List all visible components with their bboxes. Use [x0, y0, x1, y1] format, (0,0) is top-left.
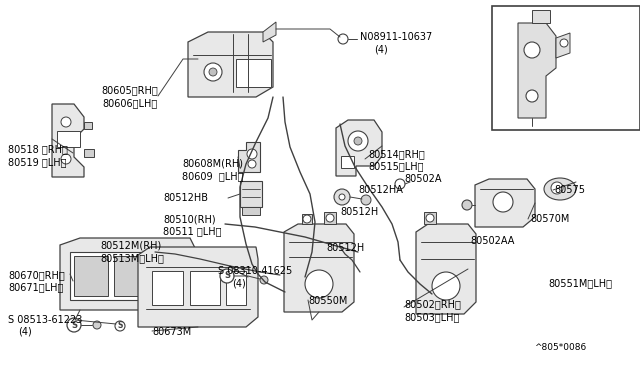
- Text: 80608M(RH): 80608M(RH): [182, 159, 243, 169]
- Text: (4): (4): [232, 278, 246, 288]
- Polygon shape: [416, 224, 476, 314]
- Text: 80513M〈LH〉: 80513M〈LH〉: [100, 253, 164, 263]
- Polygon shape: [475, 179, 535, 227]
- Circle shape: [462, 200, 472, 210]
- Text: 80605〈RH〉: 80605〈RH〉: [101, 85, 158, 95]
- Polygon shape: [188, 32, 273, 97]
- Circle shape: [334, 189, 350, 205]
- Circle shape: [339, 194, 345, 200]
- Text: ^805*0086: ^805*0086: [534, 343, 586, 353]
- Circle shape: [326, 214, 334, 222]
- Text: 80512HB: 80512HB: [163, 193, 208, 203]
- Text: 80609  〈LH〉: 80609 〈LH〉: [182, 171, 243, 181]
- Text: 80671〈LH〉: 80671〈LH〉: [8, 282, 63, 292]
- Text: 80512H: 80512H: [326, 243, 364, 253]
- Text: S: S: [71, 321, 77, 330]
- Text: 80673M: 80673M: [152, 327, 191, 337]
- Circle shape: [260, 276, 268, 284]
- Text: 80670〈RH〉: 80670〈RH〉: [8, 270, 65, 280]
- Text: S: S: [117, 321, 123, 330]
- Polygon shape: [242, 207, 260, 215]
- Ellipse shape: [544, 178, 576, 200]
- Text: 80515〈LH〉: 80515〈LH〉: [368, 161, 424, 171]
- Polygon shape: [532, 10, 550, 23]
- Text: 80512HA: 80512HA: [358, 185, 403, 195]
- Text: 80514〈RH〉: 80514〈RH〉: [368, 149, 425, 159]
- Circle shape: [248, 160, 256, 168]
- Circle shape: [303, 215, 311, 223]
- Circle shape: [209, 68, 217, 76]
- Polygon shape: [154, 256, 174, 296]
- Text: S 08513-61223: S 08513-61223: [8, 315, 83, 325]
- Circle shape: [560, 39, 568, 47]
- Polygon shape: [152, 271, 183, 305]
- Text: 80502A: 80502A: [404, 174, 442, 184]
- Text: 80510(RH): 80510(RH): [163, 214, 216, 224]
- Circle shape: [493, 192, 513, 212]
- Polygon shape: [263, 22, 276, 42]
- Text: (4): (4): [374, 45, 388, 55]
- Text: 80570M: 80570M: [530, 214, 570, 224]
- Polygon shape: [284, 224, 354, 312]
- Text: N08911-10637: N08911-10637: [360, 32, 432, 42]
- Polygon shape: [74, 256, 108, 296]
- Text: S 08310-41625: S 08310-41625: [218, 266, 292, 276]
- Text: 80519 〈LH〉: 80519 〈LH〉: [8, 157, 67, 167]
- Circle shape: [247, 149, 257, 159]
- Polygon shape: [424, 212, 436, 224]
- Circle shape: [426, 214, 434, 222]
- Text: 80512H: 80512H: [340, 207, 378, 217]
- Polygon shape: [324, 212, 336, 224]
- Polygon shape: [556, 33, 570, 58]
- Polygon shape: [518, 23, 556, 118]
- Polygon shape: [238, 142, 260, 172]
- Circle shape: [338, 34, 348, 44]
- Text: 80511 〈LH〉: 80511 〈LH〉: [163, 226, 221, 236]
- Circle shape: [348, 131, 368, 151]
- Circle shape: [551, 182, 563, 194]
- Text: 80575: 80575: [554, 185, 585, 195]
- Text: 80518 〈RH〉: 80518 〈RH〉: [8, 144, 68, 154]
- Text: 80502〈RH〉: 80502〈RH〉: [404, 299, 461, 309]
- Circle shape: [354, 137, 362, 145]
- Polygon shape: [57, 131, 80, 147]
- Text: 80502AA: 80502AA: [470, 236, 515, 246]
- Text: 80512M(RH): 80512M(RH): [100, 241, 161, 251]
- Polygon shape: [236, 59, 271, 87]
- Polygon shape: [84, 122, 92, 129]
- Polygon shape: [336, 120, 382, 176]
- Polygon shape: [341, 156, 354, 168]
- Polygon shape: [60, 238, 195, 310]
- Polygon shape: [138, 247, 258, 327]
- Circle shape: [61, 117, 71, 127]
- Circle shape: [61, 154, 71, 164]
- Circle shape: [204, 63, 222, 81]
- Polygon shape: [190, 271, 220, 305]
- Circle shape: [67, 318, 81, 332]
- Circle shape: [220, 269, 234, 283]
- Polygon shape: [302, 214, 312, 224]
- Polygon shape: [226, 271, 246, 305]
- Text: 80551M〈LH〉: 80551M〈LH〉: [548, 278, 612, 288]
- Circle shape: [526, 90, 538, 102]
- Circle shape: [524, 42, 540, 58]
- Polygon shape: [240, 181, 262, 207]
- Circle shape: [395, 179, 405, 189]
- Circle shape: [361, 195, 371, 205]
- Circle shape: [115, 321, 125, 331]
- Bar: [492, 6, 640, 130]
- Polygon shape: [70, 252, 178, 300]
- Circle shape: [305, 270, 333, 298]
- Polygon shape: [114, 256, 148, 296]
- Circle shape: [432, 272, 460, 300]
- Text: S: S: [224, 272, 230, 280]
- Text: (4): (4): [18, 327, 32, 337]
- Circle shape: [93, 321, 101, 329]
- Polygon shape: [52, 104, 84, 177]
- Text: 80503〈LH〉: 80503〈LH〉: [404, 312, 460, 322]
- Polygon shape: [84, 149, 94, 157]
- Text: 80606〈LH〉: 80606〈LH〉: [103, 98, 158, 108]
- Text: 80550M: 80550M: [308, 296, 348, 306]
